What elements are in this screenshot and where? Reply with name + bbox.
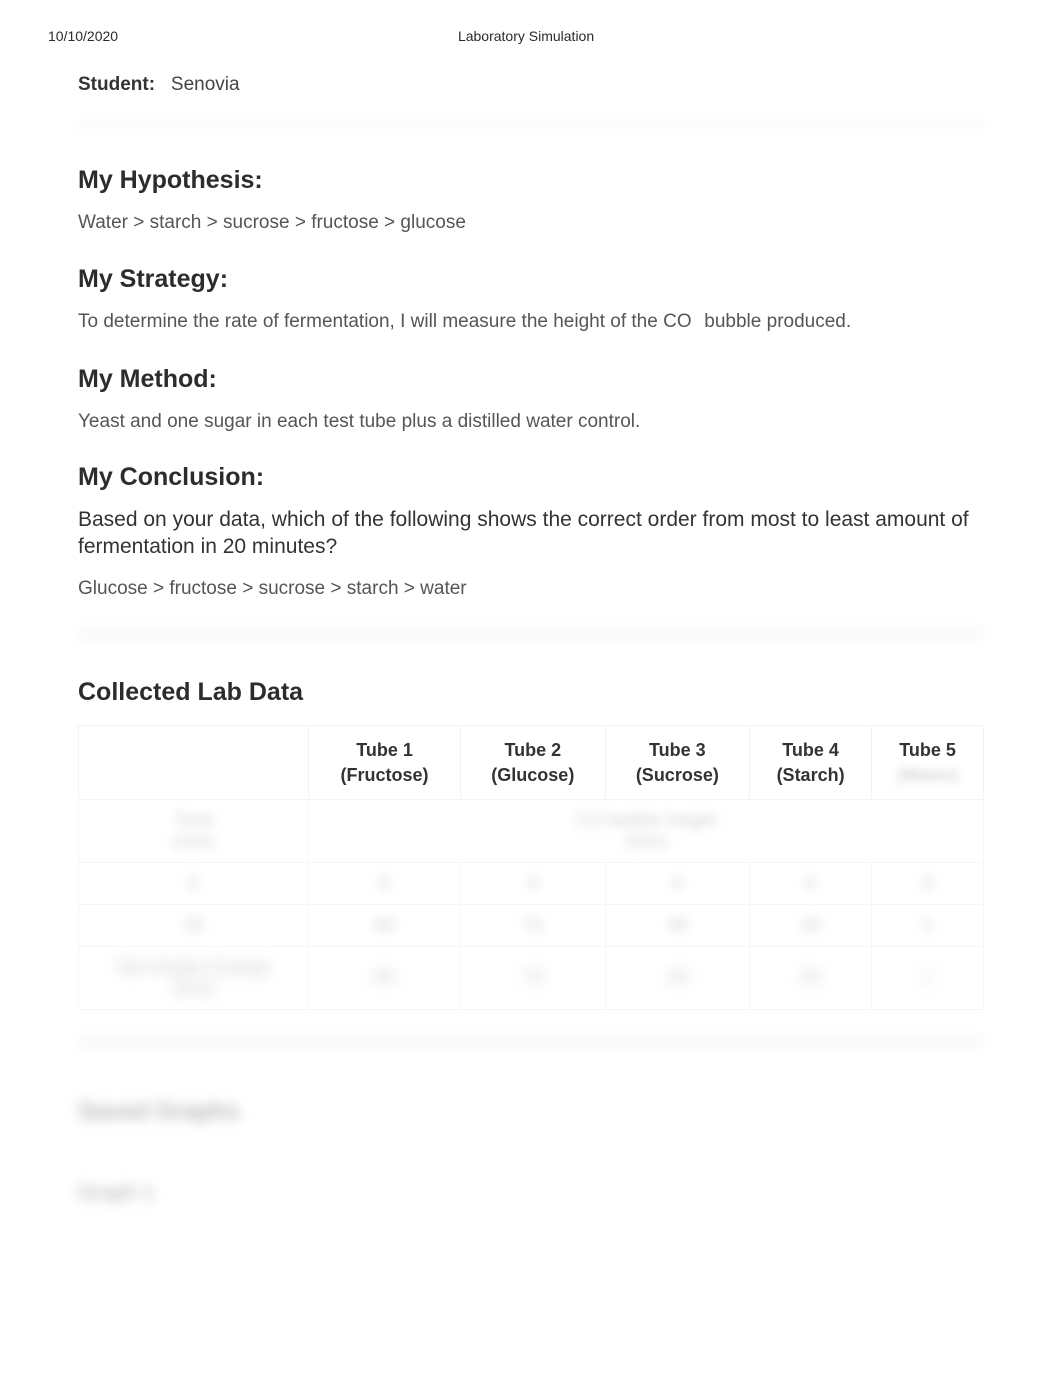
conclusion-question: Based on your data, which of the followi… — [78, 506, 984, 561]
cell: 1 — [923, 915, 933, 935]
table-net-row: Net Height Change (mm) 60 73 48 20 1 — [79, 946, 984, 1009]
conclusion-heading: My Conclusion: — [78, 463, 984, 492]
hypothesis-text: Water > starch > sucrose > fructose > gl… — [78, 209, 984, 237]
student-name: Senovia — [160, 74, 239, 95]
divider-blur-2 — [78, 626, 984, 642]
cell: 0 — [380, 873, 390, 893]
cell: 48 — [667, 967, 687, 987]
cell: 60 — [375, 915, 395, 935]
table-row: 0 0 0 0 0 0 — [79, 862, 984, 904]
col-header-tube2: Tube 2(Glucose) — [461, 726, 606, 800]
student-row: Student: Senovia — [78, 74, 984, 96]
method-text: Yeast and one sugar in each test tube pl… — [78, 408, 984, 436]
student-label: Student: — [78, 74, 155, 95]
cell: 0 — [806, 873, 816, 893]
cell: 1 — [923, 967, 933, 987]
strategy-heading: My Strategy: — [78, 265, 984, 294]
cell: 0 — [672, 873, 682, 893]
cell: 73 — [523, 967, 543, 987]
table-corner-cell — [79, 726, 309, 800]
divider-blur-3 — [78, 1034, 984, 1050]
header-title: Laboratory Simulation — [458, 28, 594, 44]
row-label: 20 — [183, 915, 203, 935]
cell: 0 — [528, 873, 538, 893]
cell: 48 — [667, 915, 687, 935]
net-row-label: Net Height Change (mm) — [79, 946, 309, 1009]
lab-data-heading: Collected Lab Data — [78, 678, 984, 707]
col-header-tube1: Tube 1(Fructose) — [309, 726, 461, 800]
row-label: 0 — [188, 873, 198, 893]
header-date: 10/10/2020 — [48, 28, 118, 44]
conclusion-text: Glucose > fructose > sucrose > starch > … — [78, 575, 984, 603]
table-header-row: Tube 1(Fructose) Tube 2(Glucose) Tube 3(… — [79, 726, 984, 800]
cell: 73 — [523, 915, 543, 935]
col-header-tube3: Tube 3(Sucrose) — [605, 726, 750, 800]
header-spacer — [934, 28, 1014, 44]
table-subheader-row: Time (min) CO bubble height (mm) — [79, 799, 984, 862]
cell: 20 — [801, 915, 821, 935]
hypothesis-heading: My Hypothesis: — [78, 166, 984, 195]
subheader-measure: CO bubble height (mm) — [309, 799, 984, 862]
method-heading: My Method: — [78, 365, 984, 394]
graph1-heading: Graph 1 — [78, 1182, 984, 1205]
saved-graphs-heading: Saved Graphs — [78, 1098, 984, 1126]
col-header-tube5: Tube 5(Water) — [872, 726, 984, 800]
table-row: 20 60 73 48 20 1 — [79, 904, 984, 946]
strategy-text: To determine the rate of fermentation, I… — [78, 308, 984, 337]
cell: 20 — [801, 967, 821, 987]
lab-data-table: Tube 1(Fructose) Tube 2(Glucose) Tube 3(… — [78, 725, 984, 1010]
cell: 0 — [923, 873, 933, 893]
divider-blur — [78, 120, 984, 138]
subheader-time: Time (min) — [79, 799, 309, 862]
cell: 60 — [375, 967, 395, 987]
col-header-tube4: Tube 4(Starch) — [750, 726, 872, 800]
content-area: Student: Senovia My Hypothesis: Water > … — [0, 56, 1062, 1245]
page-header: 10/10/2020 Laboratory Simulation — [0, 0, 1062, 56]
